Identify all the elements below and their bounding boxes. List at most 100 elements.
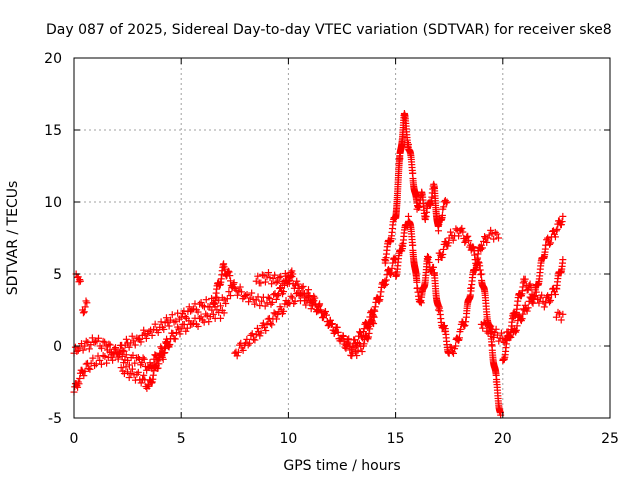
- data-points: [70, 110, 567, 419]
- data-point: [172, 317, 180, 325]
- data-point: [95, 334, 103, 342]
- data-point: [165, 322, 173, 330]
- data-point: [101, 353, 109, 361]
- data-point: [288, 273, 296, 281]
- data-point: [161, 349, 169, 357]
- grid: [74, 58, 610, 418]
- data-point: [478, 244, 486, 252]
- data-point: [439, 245, 447, 253]
- data-point: [438, 253, 446, 261]
- data-point: [127, 369, 135, 377]
- data-point: [221, 265, 229, 273]
- data-point: [461, 321, 469, 329]
- data-point: [272, 279, 280, 287]
- data-point: [492, 325, 500, 333]
- data-point: [302, 301, 310, 309]
- data-point: [455, 232, 463, 240]
- data-point: [532, 288, 540, 296]
- data-point: [180, 320, 188, 328]
- data-point: [90, 338, 98, 346]
- data-point: [106, 341, 114, 349]
- data-point: [236, 283, 244, 291]
- data-point: [413, 278, 421, 286]
- data-point: [455, 334, 463, 342]
- data-point: [333, 323, 341, 331]
- data-point: [444, 242, 452, 250]
- data-point: [122, 351, 130, 359]
- data-point: [275, 274, 283, 282]
- data-point: [98, 344, 106, 352]
- data-point: [79, 309, 87, 317]
- data-point: [535, 299, 543, 307]
- data-point: [558, 218, 566, 226]
- data-point: [268, 298, 276, 306]
- data-point: [260, 271, 268, 279]
- data-point: [440, 203, 448, 211]
- data-point: [154, 364, 162, 372]
- data-point: [521, 275, 529, 283]
- data-point: [78, 366, 86, 374]
- data-point: [477, 270, 485, 278]
- data-point: [518, 315, 526, 323]
- data-point: [369, 312, 377, 320]
- data-point: [251, 336, 259, 344]
- data-point: [82, 297, 90, 305]
- data-point: [559, 212, 567, 220]
- data-point: [145, 328, 153, 336]
- data-point: [131, 341, 139, 349]
- data-point: [203, 312, 211, 320]
- data-point: [139, 354, 147, 362]
- data-point: [111, 345, 119, 353]
- data-point: [527, 284, 535, 292]
- data-point: [244, 341, 252, 349]
- data-point: [114, 355, 122, 363]
- data-point: [233, 352, 241, 360]
- ticks: [73, 57, 611, 419]
- data-point: [166, 316, 174, 324]
- data-point: [129, 351, 137, 359]
- data-point: [125, 374, 133, 382]
- data-point: [390, 254, 398, 262]
- data-point: [196, 315, 204, 323]
- data-point: [220, 296, 228, 304]
- data-point: [439, 250, 447, 258]
- data-point: [183, 324, 191, 332]
- data-point: [345, 340, 353, 348]
- data-point: [226, 272, 234, 280]
- data-point: [109, 356, 117, 364]
- data-point: [479, 324, 487, 332]
- data-point: [490, 235, 498, 243]
- data-point: [512, 326, 520, 334]
- x-tick-label: 0: [70, 431, 79, 447]
- data-point: [117, 347, 125, 355]
- data-point: [298, 284, 306, 292]
- data-point: [137, 379, 145, 387]
- data-point: [546, 298, 554, 306]
- data-point: [252, 296, 260, 304]
- x-tick-label: 25: [601, 431, 619, 447]
- data-point: [308, 299, 316, 307]
- data-point: [157, 318, 165, 326]
- y-tick-label: 20: [44, 51, 62, 67]
- data-point: [225, 288, 233, 296]
- x-tick-label: 15: [387, 431, 405, 447]
- data-point: [461, 238, 469, 246]
- data-point: [386, 269, 394, 277]
- data-point: [547, 296, 555, 304]
- data-point: [460, 322, 468, 330]
- data-point: [205, 318, 213, 326]
- data-point: [526, 280, 534, 288]
- data-point: [266, 274, 274, 282]
- data-point: [120, 370, 128, 378]
- data-point: [328, 320, 336, 328]
- data-point: [140, 371, 148, 379]
- data-point: [177, 313, 185, 321]
- data-point: [272, 295, 280, 303]
- x-tick-label: 5: [177, 431, 186, 447]
- data-point: [339, 332, 347, 340]
- data-point: [311, 294, 319, 302]
- data-point: [382, 280, 390, 288]
- data-point: [176, 330, 184, 338]
- data-point: [238, 288, 245, 296]
- data-point: [387, 269, 395, 277]
